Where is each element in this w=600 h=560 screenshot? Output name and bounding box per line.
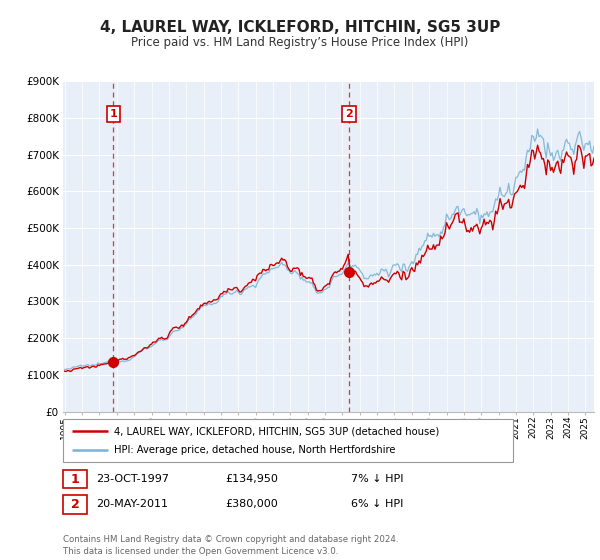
Text: 4, LAUREL WAY, ICKLEFORD, HITCHIN, SG5 3UP (detached house): 4, LAUREL WAY, ICKLEFORD, HITCHIN, SG5 3… (114, 426, 439, 436)
Text: Contains HM Land Registry data © Crown copyright and database right 2024.
This d: Contains HM Land Registry data © Crown c… (63, 535, 398, 556)
Text: 6% ↓ HPI: 6% ↓ HPI (351, 500, 403, 509)
Text: £380,000: £380,000 (225, 500, 278, 509)
Text: 2: 2 (71, 498, 79, 511)
Text: 4, LAUREL WAY, ICKLEFORD, HITCHIN, SG5 3UP: 4, LAUREL WAY, ICKLEFORD, HITCHIN, SG5 3… (100, 20, 500, 35)
Text: HPI: Average price, detached house, North Hertfordshire: HPI: Average price, detached house, Nort… (114, 445, 395, 455)
Text: Price paid vs. HM Land Registry’s House Price Index (HPI): Price paid vs. HM Land Registry’s House … (131, 36, 469, 49)
Text: 1: 1 (110, 109, 118, 119)
Text: 2: 2 (345, 109, 353, 119)
Text: 23-OCT-1997: 23-OCT-1997 (96, 474, 169, 484)
Text: 20-MAY-2011: 20-MAY-2011 (96, 500, 168, 509)
Text: 7% ↓ HPI: 7% ↓ HPI (351, 474, 404, 484)
Text: 1: 1 (71, 473, 79, 486)
Text: £134,950: £134,950 (225, 474, 278, 484)
